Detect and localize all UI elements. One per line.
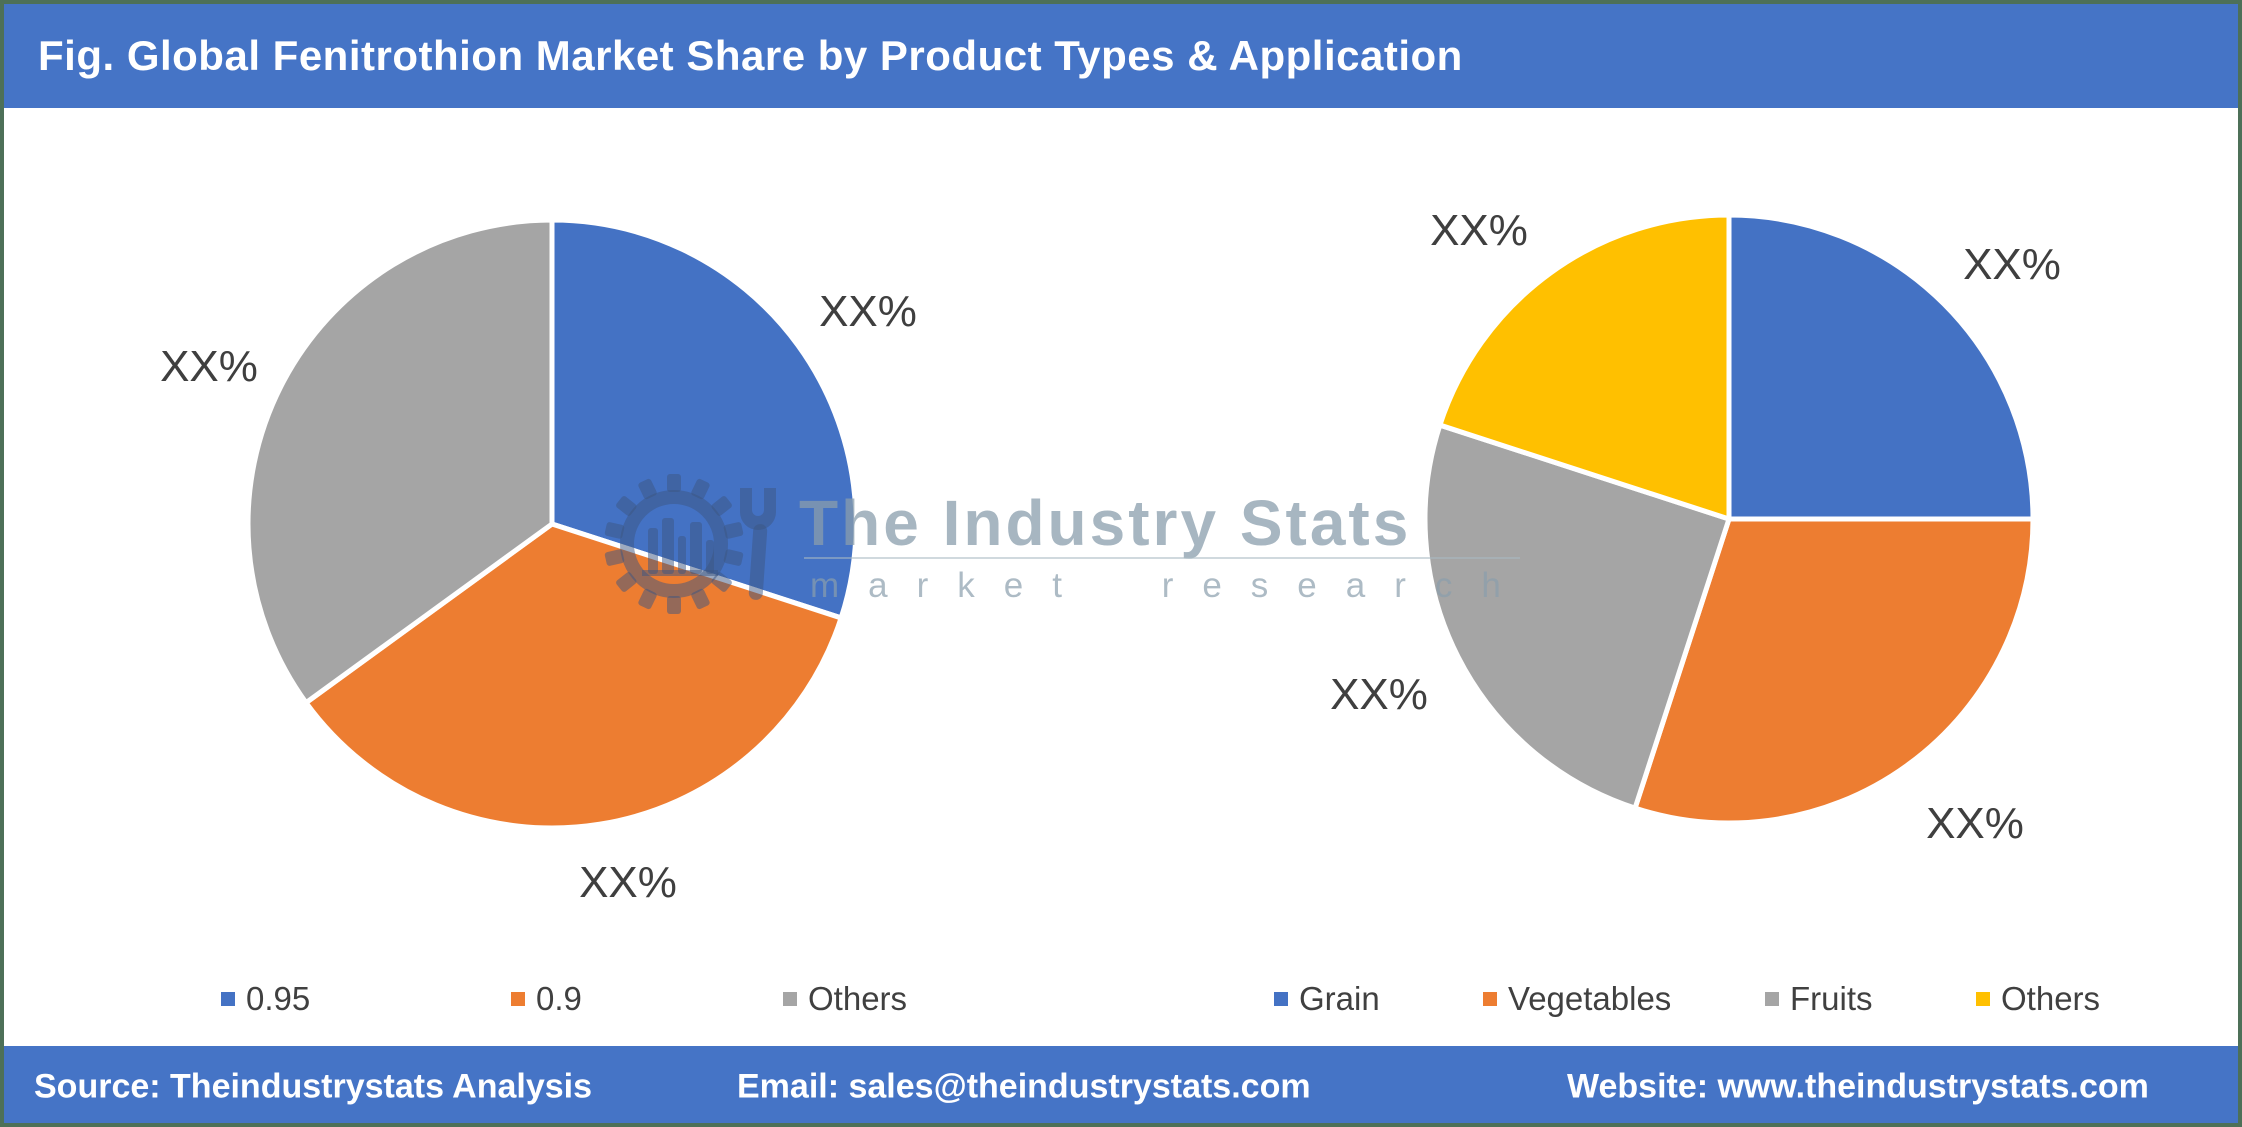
slice-label-09: XX%: [579, 858, 677, 907]
legend-label-grain: Grain: [1299, 980, 1380, 1017]
slice-label-grain: XX%: [1963, 240, 2061, 289]
pie-slice-grain[interactable]: [1726, 212, 2036, 522]
footer-bar: Source: Theindustrystats Analysis Email:…: [4, 1046, 2238, 1123]
legend-item-vegetables[interactable]: Vegetables: [1483, 980, 1672, 1017]
title-bar: Fig. Global Fenitrothion Market Share by…: [4, 4, 2238, 108]
legend-swatch-others-left: [783, 992, 797, 1006]
pie-slice-vegetables[interactable]: [1632, 516, 2036, 826]
legend-item-fruits[interactable]: Fruits: [1765, 980, 1873, 1017]
legend-item-others-right[interactable]: Others: [1976, 980, 2101, 1017]
legend-item-095[interactable]: 0.95: [221, 980, 311, 1017]
legend-swatch-others-right: [1976, 992, 1990, 1006]
pie-chart-application: [1422, 212, 2036, 826]
legend-swatch-095: [221, 992, 235, 1006]
pie-chart-product-types: [245, 217, 859, 831]
slice-label-vegetables: XX%: [1926, 799, 2024, 848]
slice-label-095: XX%: [819, 287, 917, 336]
footer-website: Website: www.theindustrystats.com: [1567, 1067, 2149, 1105]
legend-swatch-grain: [1274, 992, 1288, 1006]
footer-source: Source: Theindustrystats Analysis: [34, 1067, 593, 1105]
watermark-brand-text: The Industry Stats: [799, 487, 1412, 559]
pie-slice-fruits[interactable]: [1422, 422, 1732, 811]
legend-label-others-right: Others: [2001, 980, 2101, 1017]
slice-label-others-left: XX%: [160, 342, 258, 391]
legend-label-vegetables: Vegetables: [1508, 980, 1672, 1017]
legend-label-095: 0.95: [246, 980, 311, 1017]
legend-item-grain[interactable]: Grain: [1274, 980, 1380, 1017]
slice-label-others-right: XX%: [1430, 206, 1528, 255]
pie-slice-others[interactable]: [245, 217, 555, 706]
legend-item-others-left[interactable]: Others: [783, 980, 908, 1017]
slice-label-fruits: XX%: [1330, 670, 1428, 719]
legend-label-09: 0.9: [536, 980, 582, 1017]
legend-label-fruits: Fruits: [1790, 980, 1873, 1017]
legend-swatch-fruits: [1765, 992, 1779, 1006]
legend-item-09[interactable]: 0.9: [511, 980, 582, 1017]
chart-title: Fig. Global Fenitrothion Market Share by…: [38, 32, 1463, 79]
footer-email: Email: sales@theindustrystats.com: [737, 1067, 1311, 1105]
legend-swatch-09: [511, 992, 525, 1006]
watermark-divider: [804, 557, 1520, 559]
legend-swatch-vegetables: [1483, 992, 1497, 1006]
legend-label-others-left: Others: [808, 980, 908, 1017]
pie-slice-others[interactable]: [1437, 212, 1732, 522]
